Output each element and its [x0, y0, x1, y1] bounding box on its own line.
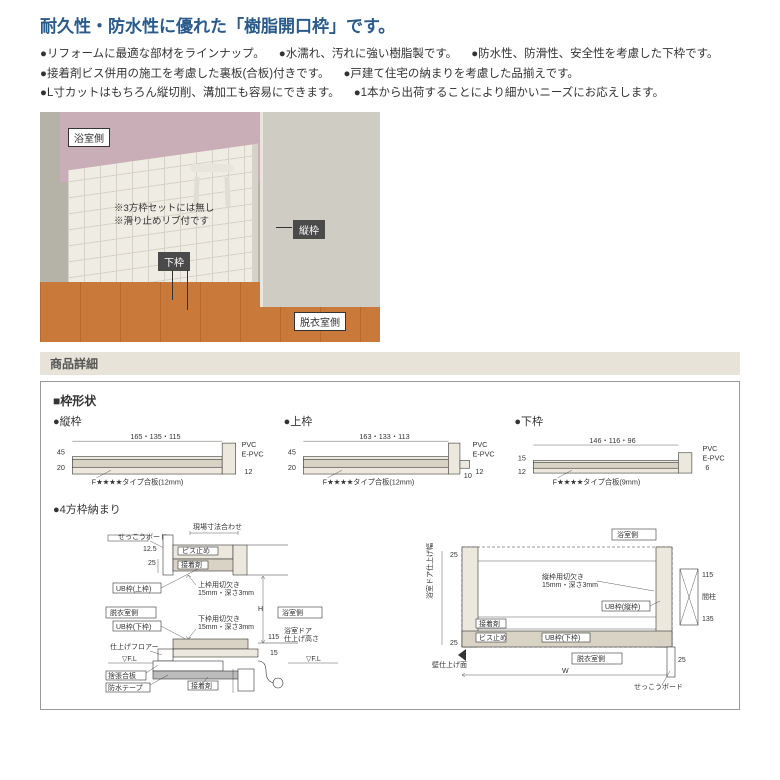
svg-text:W: W [562, 668, 569, 675]
bullet-item: 戸建て住宅の納まりを考慮した品揃えです。 [343, 65, 578, 85]
assembly-plan: 浴室側 浴室ドア仕上げ幅 間柱 [397, 521, 727, 701]
svg-text:20: 20 [288, 463, 296, 472]
assembly-row: 現場寸法合わせ せっこうボード 12.5 ビス止め 接着剤 [53, 521, 727, 701]
svg-text:脱衣室側: 脱衣室側 [577, 654, 605, 663]
svg-text:25: 25 [678, 657, 686, 664]
svg-text:20: 20 [57, 463, 65, 472]
shape-label: 上枠 [284, 413, 497, 429]
assembly-title: 4方枠納まり [53, 501, 727, 517]
svg-text:浴室ドア: 浴室ドア [284, 626, 312, 635]
svg-text:浴室側: 浴室側 [617, 530, 638, 539]
shape-label: 縦枠 [53, 413, 266, 429]
note-2: ※滑り止めリブ付です [114, 213, 209, 227]
bullet-item: L寸カットはもちろん縦切削、溝加工も容易にできます。 [40, 84, 340, 104]
svg-text:10: 10 [463, 471, 471, 480]
svg-text:15: 15 [518, 453, 526, 462]
svg-text:15: 15 [270, 650, 278, 657]
svg-text:15mm・深さ3mm: 15mm・深さ3mm [542, 580, 598, 589]
svg-text:捨張合板: 捨張合板 [108, 671, 136, 680]
svg-text:壁仕上げ面: 壁仕上げ面 [432, 660, 467, 669]
svg-text:163・133・113: 163・133・113 [359, 432, 409, 441]
tag-bath-side: 浴室側 [68, 128, 110, 147]
assembly-section: 現場寸法合わせ せっこうボード 12.5 ビス止め 接着剤 [53, 521, 383, 701]
svg-text:間柱: 間柱 [702, 592, 716, 601]
shape-row: 縦枠 165・135・115 PVC E-PVC 45 20 12 F★★★★タ… [53, 413, 727, 491]
svg-text:上枠用切欠き: 上枠用切欠き [198, 580, 240, 589]
svg-text:H: H [258, 606, 263, 613]
bullet-item: 1本から出荷することにより細かいニーズにお応えします。 [354, 84, 664, 104]
svg-text:115: 115 [702, 572, 713, 579]
svg-text:E-PVC: E-PVC [703, 453, 725, 462]
product-photo: 浴室側 ※3方枠セットには無し ※滑り止めリブ付です 下枠 縦枠 脱衣室側 [40, 112, 380, 342]
svg-text:▽F.L: ▽F.L [306, 656, 321, 663]
bullet-list: リフォームに最適な部材をラインナップ。 水濡れ、汚れに強い樹脂製です。 防水性、… [40, 45, 740, 104]
bullet-item: リフォームに最適な部材をラインナップ。 [40, 45, 265, 65]
svg-text:UB枠(上枠): UB枠(上枠) [116, 584, 151, 593]
tag-dress-side: 脱衣室側 [294, 312, 346, 331]
bullet-item: 水濡れ、汚れに強い樹脂製です。 [279, 45, 457, 65]
shape-label: 下枠 [514, 413, 727, 429]
svg-text:146・116・96: 146・116・96 [590, 436, 636, 445]
tag-vert-frame: 縦枠 [293, 220, 325, 239]
svg-text:接着剤: 接着剤 [191, 681, 212, 690]
svg-text:165・135・115: 165・135・115 [130, 432, 180, 441]
shape-col-upper: 上枠 163・133・113 PVC E-PVC 45 20 12 10 F★★… [284, 413, 497, 491]
note-1: ※3方枠セットには無し [114, 200, 214, 214]
svg-text:12.5: 12.5 [143, 546, 157, 553]
svg-text:E-PVC: E-PVC [472, 449, 494, 458]
svg-text:25: 25 [450, 640, 458, 647]
svg-text:UB枠(下枠): UB枠(下枠) [116, 622, 151, 631]
svg-text:下枠用切欠き: 下枠用切欠き [198, 614, 240, 623]
shape-col-lower: 下枠 146・116・96 PVC E-PVC 15 6 12 F★★★★タイプ… [514, 413, 727, 491]
tag-lower-frame: 下枠 [158, 252, 190, 271]
svg-text:接着剤: 接着剤 [181, 560, 202, 569]
svg-text:25: 25 [148, 560, 156, 567]
svg-text:UB枠(下枠): UB枠(下枠) [545, 633, 580, 642]
svg-text:せっこうボード: せっこうボード [118, 533, 167, 541]
bullet-item: 防水性、防滑性、安全性を考慮した下枠です。 [471, 45, 718, 65]
svg-text:12: 12 [244, 467, 252, 476]
svg-text:6: 6 [706, 463, 710, 472]
svg-text:12: 12 [518, 467, 526, 476]
svg-text:せっこうボード: せっこうボード [634, 683, 683, 691]
svg-text:PVC: PVC [472, 440, 487, 449]
svg-text:PVC: PVC [703, 443, 718, 452]
svg-text:25: 25 [450, 552, 458, 559]
detail-box: ■枠形状 縦枠 165・135・115 PVC E-PVC 45 20 12 F… [40, 381, 740, 710]
shape-title: ■枠形状 [53, 392, 727, 409]
svg-text:PVC: PVC [242, 440, 257, 449]
svg-text:F★★★★タイプ合板(12mm): F★★★★タイプ合板(12mm) [92, 477, 184, 486]
svg-text:仕上げフロアー: 仕上げフロアー [110, 642, 159, 651]
svg-text:135: 135 [702, 616, 714, 623]
headline: 耐久性・防水性に優れた「樹脂開口枠」です。 [40, 12, 740, 37]
svg-text:F★★★★タイプ合板(9mm): F★★★★タイプ合板(9mm) [553, 477, 641, 486]
svg-text:▽F.L: ▽F.L [122, 656, 137, 663]
detail-bar: 商品詳細 [40, 352, 740, 375]
svg-text:脱衣室側: 脱衣室側 [110, 608, 138, 617]
shape-col-vert: 縦枠 165・135・115 PVC E-PVC 45 20 12 F★★★★タ… [53, 413, 266, 491]
svg-text:現場寸法合わせ: 現場寸法合わせ [193, 522, 242, 531]
svg-text:F★★★★タイプ合板(12mm): F★★★★タイプ合板(12mm) [322, 477, 414, 486]
svg-text:115: 115 [268, 634, 279, 641]
svg-text:45: 45 [57, 447, 65, 456]
svg-text:UB枠(縦枠): UB枠(縦枠) [605, 602, 640, 611]
svg-text:縦枠用切欠き: 縦枠用切欠き [542, 572, 584, 581]
svg-text:ビス止め: ビス止め [182, 546, 210, 555]
svg-text:ビス止め: ビス止め [479, 633, 507, 642]
svg-text:防水テープ: 防水テープ [108, 683, 143, 692]
svg-text:E-PVC: E-PVC [242, 449, 264, 458]
svg-text:12: 12 [475, 467, 483, 476]
svg-text:45: 45 [288, 447, 296, 456]
bullet-item: 接着剤ビス併用の施工を考慮した裏板(合板)付きです。 [40, 65, 329, 85]
svg-text:15mm・深さ3mm: 15mm・深さ3mm [198, 622, 254, 631]
svg-text:浴室側: 浴室側 [282, 608, 303, 617]
svg-text:浴室ドア仕上げ幅: 浴室ドア仕上げ幅 [425, 543, 434, 599]
svg-text:仕上げ高さ: 仕上げ高さ [284, 634, 319, 643]
svg-text:接着剤: 接着剤 [479, 619, 500, 628]
svg-text:15mm・深さ3mm: 15mm・深さ3mm [198, 588, 254, 597]
